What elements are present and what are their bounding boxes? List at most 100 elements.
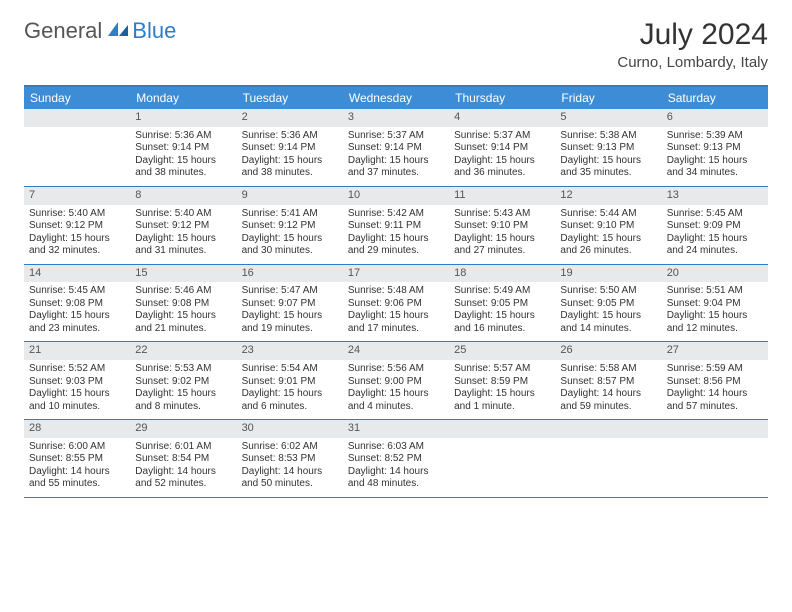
header: General Blue July 2024 Curno, Lombardy, … [0, 0, 792, 79]
daylight-text: Daylight: 15 hours and 16 minutes. [454, 310, 550, 335]
day-number: 20 [662, 265, 768, 283]
day-header: Wednesday [343, 87, 449, 109]
day-cell [449, 420, 555, 497]
daylight-text: Daylight: 15 hours and 1 minute. [454, 388, 550, 413]
week-row: 1Sunrise: 5:36 AMSunset: 9:14 PMDaylight… [24, 109, 768, 187]
sunset-text: Sunset: 9:14 PM [135, 142, 231, 155]
day-cell: 30Sunrise: 6:02 AMSunset: 8:53 PMDayligh… [237, 420, 343, 497]
day-detail: Sunrise: 6:00 AMSunset: 8:55 PMDaylight:… [24, 438, 130, 497]
sunset-text: Sunset: 9:10 PM [454, 220, 550, 233]
day-number [662, 420, 768, 438]
day-cell: 7Sunrise: 5:40 AMSunset: 9:12 PMDaylight… [24, 187, 130, 264]
day-number: 28 [24, 420, 130, 438]
daylight-text: Daylight: 15 hours and 38 minutes. [135, 155, 231, 180]
sunset-text: Sunset: 9:14 PM [454, 142, 550, 155]
day-detail: Sunrise: 5:39 AMSunset: 9:13 PMDaylight:… [662, 127, 768, 186]
day-number: 6 [662, 109, 768, 127]
sunset-text: Sunset: 9:04 PM [667, 298, 763, 311]
day-number: 12 [555, 187, 661, 205]
day-detail: Sunrise: 5:53 AMSunset: 9:02 PMDaylight:… [130, 360, 236, 419]
day-number: 31 [343, 420, 449, 438]
daylight-text: Daylight: 15 hours and 10 minutes. [29, 388, 125, 413]
sunset-text: Sunset: 9:07 PM [242, 298, 338, 311]
day-cell: 11Sunrise: 5:43 AMSunset: 9:10 PMDayligh… [449, 187, 555, 264]
sunset-text: Sunset: 9:08 PM [29, 298, 125, 311]
day-detail: Sunrise: 5:37 AMSunset: 9:14 PMDaylight:… [343, 127, 449, 186]
day-cell: 22Sunrise: 5:53 AMSunset: 9:02 PMDayligh… [130, 342, 236, 419]
day-cell: 14Sunrise: 5:45 AMSunset: 9:08 PMDayligh… [24, 265, 130, 342]
daylight-text: Daylight: 15 hours and 24 minutes. [667, 233, 763, 258]
daylight-text: Daylight: 15 hours and 27 minutes. [454, 233, 550, 258]
day-detail: Sunrise: 5:38 AMSunset: 9:13 PMDaylight:… [555, 127, 661, 186]
day-cell: 3Sunrise: 5:37 AMSunset: 9:14 PMDaylight… [343, 109, 449, 186]
day-number: 21 [24, 342, 130, 360]
day-header: Saturday [662, 87, 768, 109]
logo: General Blue [24, 18, 176, 44]
sunrise-text: Sunrise: 5:43 AM [454, 208, 550, 221]
logo-word-1: General [24, 18, 102, 44]
day-number: 27 [662, 342, 768, 360]
sunset-text: Sunset: 9:11 PM [348, 220, 444, 233]
sunset-text: Sunset: 9:03 PM [29, 376, 125, 389]
day-number: 22 [130, 342, 236, 360]
sunrise-text: Sunrise: 5:49 AM [454, 285, 550, 298]
sunset-text: Sunset: 9:00 PM [348, 376, 444, 389]
day-detail: Sunrise: 5:46 AMSunset: 9:08 PMDaylight:… [130, 282, 236, 341]
sunrise-text: Sunrise: 5:58 AM [560, 363, 656, 376]
day-cell: 10Sunrise: 5:42 AMSunset: 9:11 PMDayligh… [343, 187, 449, 264]
day-detail: Sunrise: 5:42 AMSunset: 9:11 PMDaylight:… [343, 205, 449, 264]
sunset-text: Sunset: 9:14 PM [242, 142, 338, 155]
day-number [555, 420, 661, 438]
sunset-text: Sunset: 9:08 PM [135, 298, 231, 311]
daylight-text: Daylight: 15 hours and 19 minutes. [242, 310, 338, 335]
day-detail: Sunrise: 5:49 AMSunset: 9:05 PMDaylight:… [449, 282, 555, 341]
day-number: 14 [24, 265, 130, 283]
sunrise-text: Sunrise: 5:36 AM [242, 130, 338, 143]
daylight-text: Daylight: 14 hours and 57 minutes. [667, 388, 763, 413]
daylight-text: Daylight: 15 hours and 4 minutes. [348, 388, 444, 413]
daylight-text: Daylight: 15 hours and 26 minutes. [560, 233, 656, 258]
day-cell: 20Sunrise: 5:51 AMSunset: 9:04 PMDayligh… [662, 265, 768, 342]
day-cell: 12Sunrise: 5:44 AMSunset: 9:10 PMDayligh… [555, 187, 661, 264]
day-header-row: SundayMondayTuesdayWednesdayThursdayFrid… [24, 87, 768, 109]
sunrise-text: Sunrise: 5:57 AM [454, 363, 550, 376]
day-detail: Sunrise: 5:50 AMSunset: 9:05 PMDaylight:… [555, 282, 661, 341]
day-number: 1 [130, 109, 236, 127]
sunrise-text: Sunrise: 5:37 AM [348, 130, 444, 143]
daylight-text: Daylight: 14 hours and 50 minutes. [242, 466, 338, 491]
day-number: 26 [555, 342, 661, 360]
day-number: 13 [662, 187, 768, 205]
sunset-text: Sunset: 9:06 PM [348, 298, 444, 311]
day-detail: Sunrise: 6:02 AMSunset: 8:53 PMDaylight:… [237, 438, 343, 497]
logo-word-2: Blue [132, 18, 176, 44]
sunset-text: Sunset: 9:13 PM [667, 142, 763, 155]
sunrise-text: Sunrise: 5:53 AM [135, 363, 231, 376]
sunrise-text: Sunrise: 5:50 AM [560, 285, 656, 298]
sunrise-text: Sunrise: 6:00 AM [29, 441, 125, 454]
day-cell: 4Sunrise: 5:37 AMSunset: 9:14 PMDaylight… [449, 109, 555, 186]
day-cell: 24Sunrise: 5:56 AMSunset: 9:00 PMDayligh… [343, 342, 449, 419]
day-cell: 8Sunrise: 5:40 AMSunset: 9:12 PMDaylight… [130, 187, 236, 264]
sunrise-text: Sunrise: 5:45 AM [29, 285, 125, 298]
week-row: 21Sunrise: 5:52 AMSunset: 9:03 PMDayligh… [24, 342, 768, 420]
daylight-text: Daylight: 15 hours and 35 minutes. [560, 155, 656, 180]
daylight-text: Daylight: 15 hours and 30 minutes. [242, 233, 338, 258]
sunset-text: Sunset: 8:57 PM [560, 376, 656, 389]
day-cell: 28Sunrise: 6:00 AMSunset: 8:55 PMDayligh… [24, 420, 130, 497]
day-cell: 21Sunrise: 5:52 AMSunset: 9:03 PMDayligh… [24, 342, 130, 419]
sunset-text: Sunset: 9:14 PM [348, 142, 444, 155]
daylight-text: Daylight: 15 hours and 31 minutes. [135, 233, 231, 258]
day-number: 29 [130, 420, 236, 438]
day-cell: 31Sunrise: 6:03 AMSunset: 8:52 PMDayligh… [343, 420, 449, 497]
sunrise-text: Sunrise: 5:36 AM [135, 130, 231, 143]
sunrise-text: Sunrise: 5:46 AM [135, 285, 231, 298]
day-cell: 16Sunrise: 5:47 AMSunset: 9:07 PMDayligh… [237, 265, 343, 342]
day-cell: 6Sunrise: 5:39 AMSunset: 9:13 PMDaylight… [662, 109, 768, 186]
sunrise-text: Sunrise: 6:02 AM [242, 441, 338, 454]
week-row: 14Sunrise: 5:45 AMSunset: 9:08 PMDayligh… [24, 265, 768, 343]
day-cell: 18Sunrise: 5:49 AMSunset: 9:05 PMDayligh… [449, 265, 555, 342]
day-number: 2 [237, 109, 343, 127]
sunset-text: Sunset: 8:54 PM [135, 453, 231, 466]
daylight-text: Daylight: 15 hours and 14 minutes. [560, 310, 656, 335]
daylight-text: Daylight: 15 hours and 34 minutes. [667, 155, 763, 180]
